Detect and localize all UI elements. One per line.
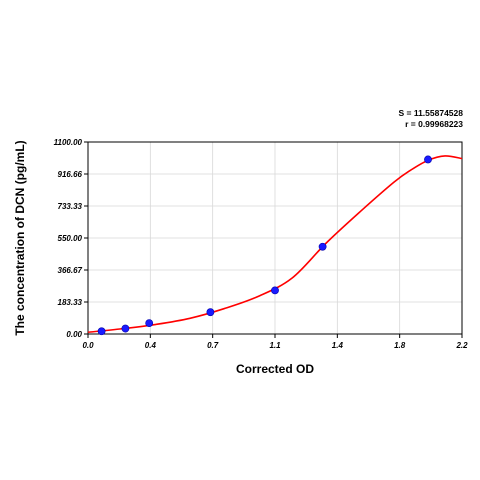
x-axis-ticks: 0.0 0.4 0.7 1.1 1.4 1.8 2.2 [82,334,468,350]
stat-r: r = 0.99968223 [405,119,463,129]
data-point [97,327,106,336]
grid-lines [88,142,462,334]
x-tick-label: 0.7 [207,341,219,350]
x-axis-title: Corrected OD [236,362,314,376]
data-point [145,319,154,327]
y-tick-label: 0.00 [66,330,82,339]
y-tick-label: 183.33 [58,298,83,307]
data-point [271,286,279,295]
y-axis-ticks: 0.00 183.33 366.67 550.00 733.33 916.66 1100.0… [54,138,88,339]
y-tick-label: 733.33 [58,202,83,211]
x-tick-label: 1.8 [394,341,406,350]
x-tick-label: 0.4 [145,341,157,350]
data-points [97,155,432,336]
data-point [121,324,130,333]
stat-s: S = 11.55874528 [398,108,463,118]
data-point [318,242,327,251]
x-tick-label: 0.0 [82,341,94,350]
y-tick-label: 916.66 [58,170,83,179]
y-tick-label: 366.67 [58,266,83,275]
x-tick-label: 1.4 [332,341,344,350]
x-tick-label: 2.2 [455,341,468,350]
y-tick-label: 1100.00 [54,138,83,147]
data-point [424,155,432,164]
data-point [206,308,215,317]
x-tick-label: 1.1 [269,341,281,350]
y-axis-title: The concentration of DCN (pg/mL) [13,140,27,335]
y-tick-label: 550.00 [58,234,83,243]
